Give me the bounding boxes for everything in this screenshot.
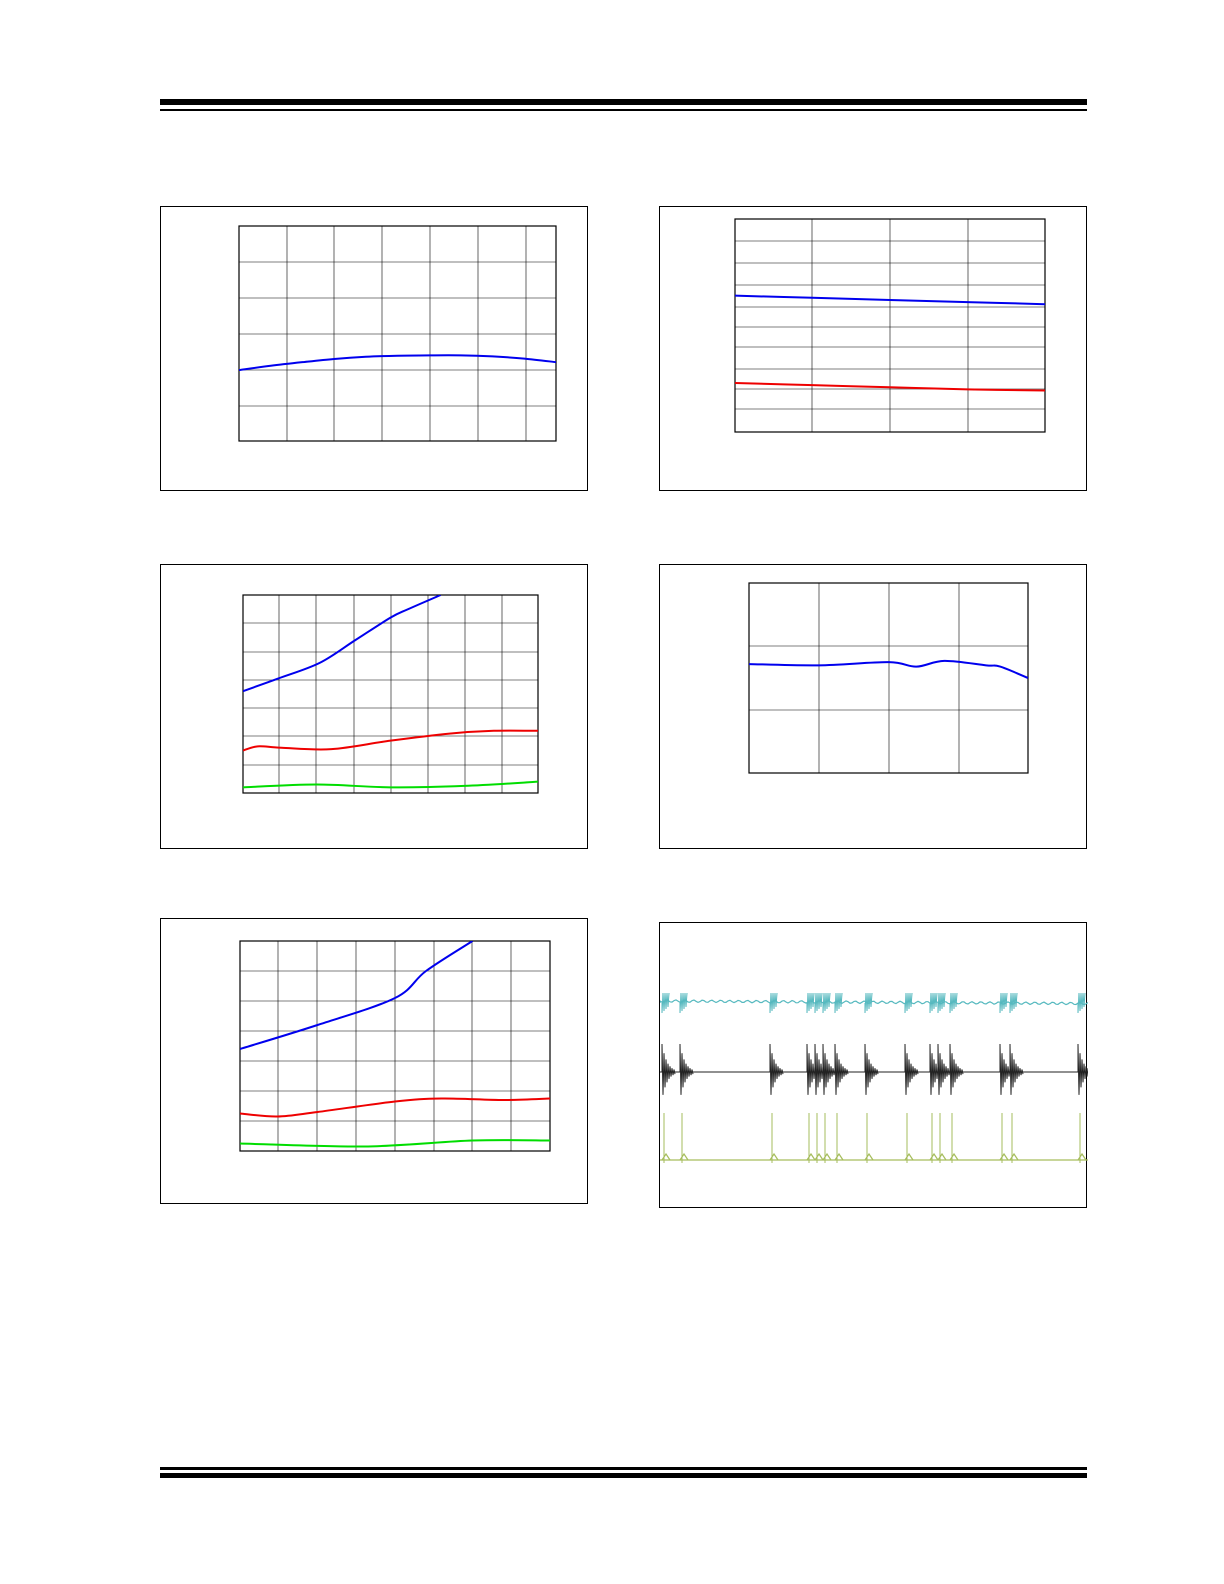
scope-pulse-olive — [661, 1152, 671, 1161]
grid — [240, 941, 550, 1151]
scope-burst-black — [769, 1043, 784, 1095]
series-line-1 — [243, 595, 442, 693]
grid — [749, 583, 1028, 773]
figure-panel-4 — [659, 564, 1087, 849]
scope-spike-cyan — [929, 992, 938, 1014]
plot-frame — [748, 582, 1029, 774]
series-line-1 — [749, 659, 1028, 679]
header-rule-thick — [160, 99, 1087, 105]
scope-pulse-olive — [937, 1152, 947, 1161]
scope-burst-black — [1009, 1043, 1024, 1095]
plot-frame — [734, 218, 1046, 433]
scope-spike-cyan — [834, 992, 843, 1014]
scope-spike-cyan — [904, 992, 913, 1014]
figure-panel-3 — [160, 564, 588, 849]
scope-capture-panel — [659, 922, 1088, 1208]
scope-spike-cyan — [1077, 992, 1086, 1014]
oscilloscope-capture — [660, 992, 1088, 1163]
scope-burst-black — [949, 1043, 964, 1095]
scope-spike-cyan — [661, 992, 670, 1014]
scope-pulse-olive — [834, 1152, 844, 1161]
scope-spike-cyan — [864, 992, 873, 1014]
plot-frame — [239, 940, 551, 1152]
scope-burst-black — [904, 1043, 919, 1095]
series-line-2 — [240, 1097, 550, 1118]
line-chart-2 — [734, 218, 1046, 433]
scope-burst-black — [937, 1043, 952, 1095]
scope-spike-cyan — [999, 992, 1008, 1014]
plot-frame — [242, 594, 539, 794]
figure-panel-1 — [160, 206, 588, 491]
footer-rule-thin — [160, 1473, 1087, 1478]
grid — [239, 226, 556, 441]
grid — [243, 595, 538, 793]
figure-panel-2 — [659, 206, 1087, 491]
series-line-1 — [240, 941, 474, 1050]
line-chart-5 — [239, 940, 551, 1152]
scope-spike-cyan — [806, 992, 815, 1014]
plot-frame — [238, 225, 557, 442]
scope-burst-black — [679, 1043, 694, 1095]
series-line-2 — [243, 729, 538, 752]
scope-pulse-olive — [806, 1152, 816, 1161]
scope-pulse-olive — [949, 1152, 959, 1161]
scope-spike-cyan — [769, 992, 778, 1014]
series-line-3 — [243, 780, 538, 789]
scope-spike-cyan — [1009, 992, 1018, 1014]
scope-burst-black — [822, 1043, 837, 1095]
grid — [735, 219, 1045, 432]
series-line-1 — [735, 294, 1045, 306]
scope-burst-black — [834, 1043, 849, 1095]
scope-trace-cyan — [660, 999, 1088, 1006]
scope-spike-cyan — [814, 992, 823, 1014]
footer-rule-thick — [160, 1467, 1087, 1470]
line-chart-4 — [748, 582, 1029, 774]
scope-pulse-olive — [1077, 1152, 1087, 1161]
line-chart-3 — [242, 594, 539, 794]
scope-pulse-olive — [864, 1152, 874, 1161]
figure-panel-5 — [160, 918, 588, 1204]
scope-burst-black — [661, 1043, 676, 1095]
scope-pulse-olive — [769, 1152, 779, 1161]
header-rule-thin — [160, 109, 1087, 111]
scope-pulse-olive — [999, 1152, 1009, 1161]
scope-burst-black — [864, 1043, 879, 1095]
scope-pulse-olive — [929, 1152, 939, 1161]
scope-pulse-olive — [814, 1152, 824, 1161]
scope-spike-cyan — [949, 992, 958, 1014]
scope-spike-cyan — [679, 992, 688, 1014]
scope-pulse-olive — [822, 1152, 832, 1161]
scope-spike-cyan — [822, 992, 831, 1014]
series-line-2 — [735, 382, 1045, 392]
series-line-3 — [240, 1139, 550, 1148]
scope-pulse-olive — [679, 1152, 689, 1161]
series-line-1 — [239, 354, 556, 372]
scope-pulse-olive — [1009, 1152, 1019, 1161]
scope-burst-black — [1077, 1043, 1088, 1095]
line-chart-1 — [238, 225, 557, 442]
scope-spike-cyan — [937, 992, 946, 1014]
scope-pulse-olive — [904, 1152, 914, 1161]
